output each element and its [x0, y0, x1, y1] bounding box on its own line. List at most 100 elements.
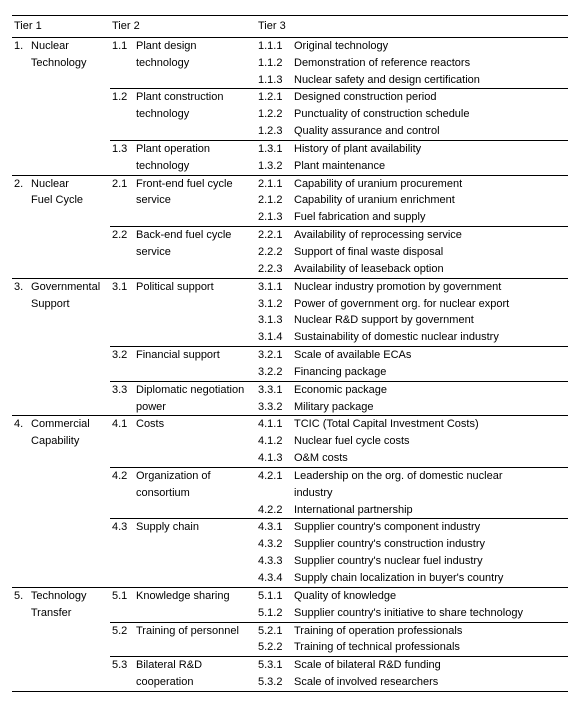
tier1-number: 2.	[14, 177, 28, 192]
tier3-label-cell: Capability of uranium enrichment	[292, 192, 568, 209]
tier2-label-cell	[134, 296, 256, 313]
table-row: 3.3Diplomatic negotiation3.3.1Economic p…	[12, 381, 568, 398]
tier2-number-cell	[110, 605, 134, 622]
tier3-number-cell: 1.2.2	[256, 106, 292, 123]
tier1-cell	[12, 89, 110, 106]
table-row: 1.2Plant construction1.2.1Designed const…	[12, 89, 568, 106]
tier2-number-cell	[110, 244, 134, 261]
table-row: 4.2Organization of4.2.1Leadership on the…	[12, 467, 568, 484]
criteria-table: Tier 1 Tier 2 Tier 3 1. Nuclear1.1Plant …	[12, 15, 568, 692]
tier1-label: Technology	[28, 590, 87, 602]
tier3-label-cell: Support of final waste disposal	[292, 244, 568, 261]
tier2-label-cell: cooperation	[134, 674, 256, 691]
tier3-number-cell: 2.1.1	[256, 175, 292, 192]
tier3-label-cell: Nuclear R&D support by government	[292, 312, 568, 329]
tier2-label-cell	[134, 329, 256, 346]
tier2-number-cell: 5.2	[110, 622, 134, 639]
tier1-cell	[12, 158, 110, 175]
tier3-number-cell: 5.1.1	[256, 587, 292, 604]
tier1-cell	[12, 450, 110, 467]
table-row: power3.3.2Military package	[12, 399, 568, 416]
tier3-number-cell: 1.2.1	[256, 89, 292, 106]
tier3-label-cell: Power of government org. for nuclear exp…	[292, 296, 568, 313]
tier3-label-cell: Scale of available ECAs	[292, 347, 568, 364]
tier2-number-cell: 5.3	[110, 657, 134, 674]
tier1-cell	[12, 364, 110, 381]
tier2-label-cell: Plant operation	[134, 140, 256, 157]
tier2-number-cell: 2.1	[110, 175, 134, 192]
tier3-number-cell: 3.1.4	[256, 329, 292, 346]
table-row: Support 3.1.2Power of government org. for…	[12, 296, 568, 313]
table-row: cooperation5.3.2Scale of involved resear…	[12, 674, 568, 691]
tier3-label-cell: Availability of reprocessing service	[292, 227, 568, 244]
table-row: 4.3.2Supplier country's construction ind…	[12, 536, 568, 553]
table-row: Capability4.1.2Nuclear fuel cycle costs	[12, 433, 568, 450]
tier3-number-cell: 4.3.2	[256, 536, 292, 553]
tier2-number-cell	[110, 639, 134, 656]
tier2-label-cell: service	[134, 192, 256, 209]
tier2-number-cell	[110, 364, 134, 381]
tier2-number-cell	[110, 192, 134, 209]
tier3-number-cell: 3.2.2	[256, 364, 292, 381]
tier1-label: Nuclear	[28, 40, 69, 52]
tier2-number-cell	[110, 553, 134, 570]
tier1-cell	[12, 140, 110, 157]
tier1-cell: Support	[12, 296, 110, 313]
tier2-label-cell	[134, 433, 256, 450]
tier2-number-cell	[110, 209, 134, 226]
tier2-number-cell: 4.1	[110, 416, 134, 433]
tier1-cell: Transfer	[12, 605, 110, 622]
tier1-label: Support	[28, 298, 70, 310]
table-row: 2. Nuclear2.1Front-end fuel cycle2.1.1Ca…	[12, 175, 568, 192]
tier3-label-cell: Quality of knowledge	[292, 587, 568, 604]
table-row: 1.1.3Nuclear safety and design certifica…	[12, 72, 568, 89]
table-row: 3. Governmental3.1Political support3.1.1…	[12, 278, 568, 295]
tier2-label-cell	[134, 502, 256, 519]
table-row: 3.2.2Financing package	[12, 364, 568, 381]
tier3-number-cell: 4.1.3	[256, 450, 292, 467]
tier3-label-cell: Scale of involved researchers	[292, 674, 568, 691]
tier2-label-cell: Supply chain	[134, 519, 256, 536]
tier2-number-cell	[110, 485, 134, 502]
tier2-number-cell	[110, 123, 134, 140]
tier3-number-cell: 3.1.2	[256, 296, 292, 313]
tier2-number-cell	[110, 329, 134, 346]
table-row: 5. Technology5.1Knowledge sharing5.1.1Qu…	[12, 587, 568, 604]
tier2-number-cell	[110, 502, 134, 519]
tier3-number-cell: 4.3.4	[256, 570, 292, 587]
tier2-label-cell: Organization of	[134, 467, 256, 484]
tier2-label-cell: technology	[134, 158, 256, 175]
tier1-cell	[12, 244, 110, 261]
tier1-number: 5.	[14, 589, 28, 604]
table-row: 3.1.3Nuclear R&D support by government	[12, 312, 568, 329]
tier2-label-cell	[134, 209, 256, 226]
tier2-number-cell	[110, 536, 134, 553]
tier3-label-cell: Fuel fabrication and supply	[292, 209, 568, 226]
tier2-label-cell	[134, 72, 256, 89]
header-tier2: Tier 2	[110, 16, 256, 38]
tier2-label-cell: Knowledge sharing	[134, 587, 256, 604]
table-row: 3.2Financial support3.2.1Scale of availa…	[12, 347, 568, 364]
tier3-label-cell: Supplier country's initiative to share t…	[292, 605, 568, 622]
tier1-cell	[12, 485, 110, 502]
tier2-number-cell: 3.2	[110, 347, 134, 364]
table-row: Fuel Cycleservice2.1.2Capability of uran…	[12, 192, 568, 209]
tier3-number-cell: 3.1.3	[256, 312, 292, 329]
tier1-label: Governmental	[28, 281, 100, 293]
tier3-number-cell: 1.1.1	[256, 37, 292, 54]
tier2-label-cell: Diplomatic negotiation	[134, 381, 256, 398]
tier2-label-cell: service	[134, 244, 256, 261]
tier3-number-cell: 1.3.2	[256, 158, 292, 175]
table-row: 4. Commercial4.1Costs4.1.1TCIC (Total Ca…	[12, 416, 568, 433]
tier1-cell	[12, 467, 110, 484]
tier2-label-cell	[134, 553, 256, 570]
tier2-label-cell	[134, 261, 256, 278]
tier3-number-cell: 2.2.3	[256, 261, 292, 278]
tier1-cell	[12, 72, 110, 89]
tier1-cell: 3. Governmental	[12, 278, 110, 295]
tier3-number-cell: 1.2.3	[256, 123, 292, 140]
header-tier3: Tier 3	[256, 16, 568, 38]
tier1-cell	[12, 502, 110, 519]
table-row: 4.3Supply chain4.3.1Supplier country's c…	[12, 519, 568, 536]
table-row: 4.3.3Supplier country's nuclear fuel ind…	[12, 553, 568, 570]
